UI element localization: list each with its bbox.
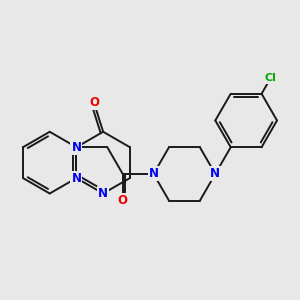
Text: N: N: [98, 187, 108, 200]
Text: N: N: [210, 167, 220, 180]
Text: N: N: [71, 172, 81, 184]
Text: Cl: Cl: [265, 73, 277, 83]
Text: O: O: [89, 96, 99, 109]
Text: N: N: [71, 141, 81, 154]
Text: N: N: [148, 167, 159, 180]
Text: O: O: [118, 194, 128, 207]
